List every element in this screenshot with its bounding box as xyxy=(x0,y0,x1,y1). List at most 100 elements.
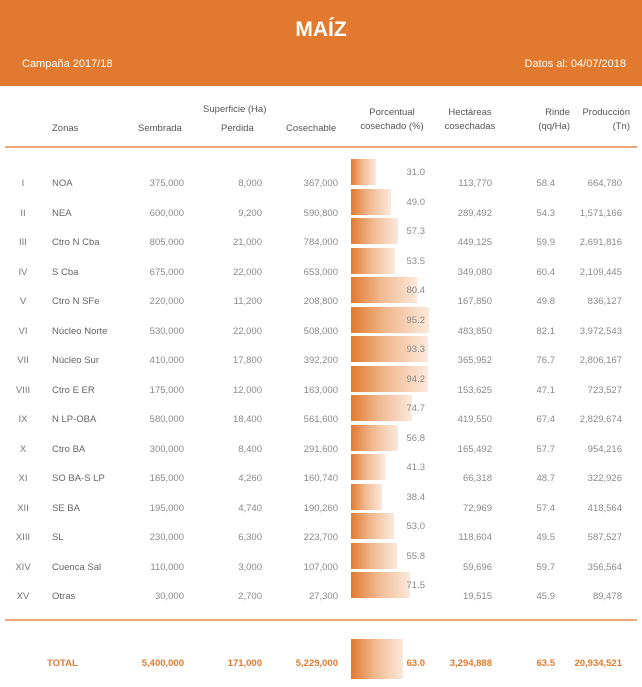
cell-perdida: 21,000 xyxy=(232,237,262,248)
cell-pct: 31.0 xyxy=(406,167,426,178)
col-cosechable: Cosechable xyxy=(286,123,337,134)
cell-rinde: 60.4 xyxy=(536,266,556,278)
cell-perdida: 3,000 xyxy=(238,561,262,573)
total-rinde: 63.5 xyxy=(536,658,556,669)
table-row: II NEA 600,000 9,200 590,800 49.0 289,492 54.3 1… xyxy=(0,188,642,237)
cell-zone-name: NEA xyxy=(52,207,72,219)
cell-zone-number: IV xyxy=(18,266,28,278)
pct-bar xyxy=(351,277,417,303)
cell-hectareas: 72,969 xyxy=(462,502,492,514)
cell-rinde: 76.7 xyxy=(536,355,556,366)
cell-cosechable: 107,000 xyxy=(303,561,338,573)
cell-hectareas: 19,515 xyxy=(462,591,492,602)
cell-cosechable: 784,000 xyxy=(303,237,338,248)
cell-sembrada: 300,000 xyxy=(149,443,184,455)
cell-perdida: 2,700 xyxy=(238,591,262,602)
cell-cosechable: 590,800 xyxy=(303,207,338,219)
cell-zone-number: VIII xyxy=(15,384,31,396)
cell-zone-number: X xyxy=(19,443,27,455)
data-date: Datos al: 04/07/2018 xyxy=(524,58,626,70)
cell-rinde: 45.9 xyxy=(536,591,556,602)
cell-perdida: 6,300 xyxy=(238,532,262,543)
cell-pct: 56.8 xyxy=(406,432,426,444)
cell-perdida: 17,800 xyxy=(232,355,262,366)
cell-perdida: 4,740 xyxy=(238,502,262,514)
cell-zone-number: XV xyxy=(16,591,30,602)
cell-pct: 74.7 xyxy=(406,403,426,414)
cell-zone-name: N LP-OBA xyxy=(52,414,97,425)
col-sembrada: Sembrada xyxy=(138,123,182,134)
cell-rinde: 48.7 xyxy=(536,473,556,484)
cell-sembrada: 410,000 xyxy=(149,355,184,366)
total-pct: 63.0 xyxy=(406,658,426,669)
cell-produccion: 723,527 xyxy=(587,384,622,396)
cell-zone-name: SL xyxy=(52,532,64,543)
cell-produccion: 954,216 xyxy=(587,443,622,455)
cell-hectareas: 66,318 xyxy=(462,473,492,484)
cell-hectareas: 167,850 xyxy=(457,296,492,307)
table-row: XV Otras 30,000 2,700 27,300 71.5 19,515 45.9 89… xyxy=(0,572,642,620)
cell-rinde: 59.9 xyxy=(536,237,556,248)
table-row: V Ctro N SFe 220,000 11,200 208,800 80.4 167,8… xyxy=(0,277,642,325)
cell-produccion: 2,691,816 xyxy=(579,237,622,248)
cell-sembrada: 600,000 xyxy=(149,207,184,219)
cell-rinde: 58.4 xyxy=(536,178,556,189)
cell-zone-number: XIV xyxy=(15,561,31,573)
pct-bar xyxy=(351,395,413,421)
col-produccion-line1: Producción xyxy=(582,107,630,118)
cell-hectareas: 59,696 xyxy=(462,561,492,573)
cell-sembrada: 375,000 xyxy=(149,178,184,189)
table-row: VIII Ctro E ER 175,000 12,000 163,000 94.2 153… xyxy=(0,365,642,414)
cell-sembrada: 675,000 xyxy=(149,266,184,278)
cell-cosechable: 27,300 xyxy=(308,591,338,602)
header-banner: MAÍZ Campaña 2017/18 Datos al: 04/07/201… xyxy=(0,0,642,86)
cell-produccion: 2,829,674 xyxy=(579,414,622,425)
cell-rinde: 82.1 xyxy=(536,325,556,337)
cell-zone-name: NOA xyxy=(52,178,73,189)
cell-zone-name: SO BA-S LP xyxy=(52,473,105,484)
cell-rinde: 67.4 xyxy=(536,414,556,425)
cell-pct: 49.0 xyxy=(406,196,426,208)
pct-bar xyxy=(351,336,428,362)
cell-pct: 53.5 xyxy=(406,255,426,267)
cell-sembrada: 165,000 xyxy=(149,473,184,484)
cell-hectareas: 165,492 xyxy=(457,443,492,455)
cell-perdida: 22,000 xyxy=(232,325,262,337)
cell-hectareas: 349,080 xyxy=(457,266,492,278)
cell-cosechable: 208,800 xyxy=(303,296,338,307)
cell-zone-name: SE BA xyxy=(52,502,80,514)
cell-pct: 53.0 xyxy=(406,521,426,532)
campaign-label: Campaña 2017/18 xyxy=(22,58,113,70)
cell-pct: 41.3 xyxy=(406,462,426,473)
cell-produccion: 3,972,543 xyxy=(579,325,622,337)
cell-zone-number: V xyxy=(19,296,27,307)
cell-hectareas: 289,492 xyxy=(457,207,492,219)
cell-produccion: 322,926 xyxy=(587,473,622,484)
col-hectareas-line1: Hectáreas xyxy=(448,107,492,118)
col-produccion: Producción (Tn) xyxy=(570,106,630,134)
pct-bar xyxy=(351,483,383,510)
total-label: TOTAL xyxy=(47,658,78,669)
cell-zone-name: Ctro N SFe xyxy=(52,296,100,307)
pct-bar xyxy=(351,572,410,598)
cell-zone-number: I xyxy=(21,178,25,189)
cell-produccion: 664,780 xyxy=(587,178,622,189)
cell-cosechable: 190,260 xyxy=(303,502,338,514)
cell-zone-number: VII xyxy=(17,355,29,366)
pct-bar xyxy=(351,159,377,185)
cell-rinde: 47.1 xyxy=(536,384,556,396)
cell-sembrada: 110,000 xyxy=(150,561,184,573)
cell-zone-name: S Cba xyxy=(52,266,79,278)
cell-pct: 93.3 xyxy=(406,344,426,355)
header-divider xyxy=(5,146,637,148)
pct-bar xyxy=(351,218,398,244)
table-row: XII SE BA 195,000 4,740 190,260 38.4 72,969 57.… xyxy=(0,483,642,532)
cell-rinde: 49.5 xyxy=(536,532,556,543)
cell-cosechable: 223,700 xyxy=(303,532,338,543)
cell-sembrada: 30,000 xyxy=(154,591,184,602)
col-rinde-line1: Rinde xyxy=(545,107,570,118)
cell-pct: 71.5 xyxy=(406,580,426,591)
pct-bar xyxy=(351,424,398,451)
col-zonas: Zonas xyxy=(52,123,79,134)
cell-sembrada: 220,000 xyxy=(149,296,184,307)
